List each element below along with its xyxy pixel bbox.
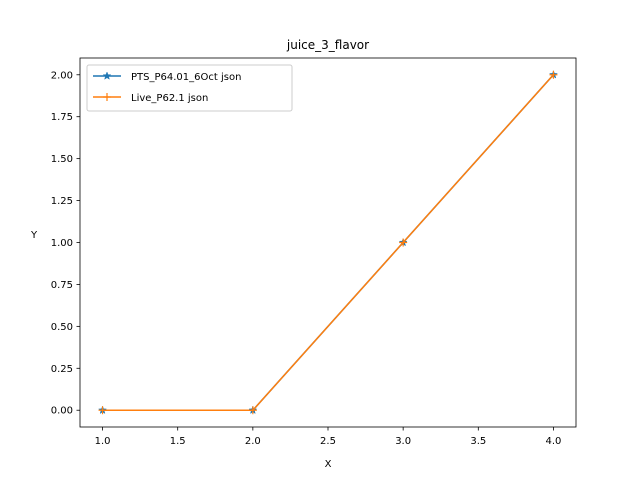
legend-marker-series-2 <box>103 93 111 101</box>
data-point-series-2 <box>98 406 107 415</box>
data-point-series-2 <box>399 238 408 247</box>
legend-marker-symbol <box>102 71 112 80</box>
y-tick-label: 1.25 <box>51 196 73 207</box>
data-point-series-2 <box>248 406 257 415</box>
x-tick-label: 2.5 <box>320 436 336 447</box>
legend-box <box>86 64 293 112</box>
legend-items: PTS_P64.01_6Oct json Live_P62.1 json <box>93 71 241 104</box>
y-axis-label: Y <box>30 230 38 241</box>
legend-item-1: PTS_P64.01_6Oct json <box>93 71 241 83</box>
x-tick-label: 2.0 <box>245 436 261 447</box>
legend-label-series-2: Live_P62.1 json <box>131 93 208 104</box>
y-tick-label: 0.75 <box>51 280 73 291</box>
legend-marker-symbol <box>103 93 111 101</box>
y-tick-label: 1.50 <box>51 154 73 165</box>
x-tick-label: 3.5 <box>470 436 486 447</box>
chart-title: juice_3_flavor <box>286 38 369 52</box>
y-tick-label: 1.00 <box>51 238 73 249</box>
legend: PTS_P64.01_6Oct json Live_P62.1 json <box>86 64 293 112</box>
x-tick-label: 1.0 <box>95 436 111 447</box>
y-tick-label: 2.00 <box>51 70 73 81</box>
legend-item-2: Live_P62.1 json <box>93 93 208 104</box>
x-axis-ticks: 1.0 1.5 2.0 2.5 3.0 3.5 4.0 <box>95 427 562 447</box>
y-tick-label: 0.50 <box>51 322 73 333</box>
x-tick-label: 3.0 <box>395 436 411 447</box>
y-tick-label: 1.75 <box>51 112 73 123</box>
series-layer <box>98 70 558 415</box>
x-tick-label: 1.5 <box>170 436 186 447</box>
plot-area <box>80 58 576 427</box>
y-axis-ticks: 0.00 0.25 0.50 0.75 1.00 1.25 1.50 1.75 2.00 <box>51 70 80 417</box>
y-tick-label: 0.25 <box>51 364 73 375</box>
legend-label-series-1: PTS_P64.01_6Oct json <box>131 72 241 83</box>
y-tick-label: 0.00 <box>51 406 73 417</box>
x-axis-label: X <box>325 459 332 470</box>
x-tick-label: 4.0 <box>546 436 562 447</box>
data-point-series-2 <box>549 70 558 79</box>
legend-marker-series-1 <box>102 71 112 80</box>
series-line-2 <box>102 74 555 411</box>
